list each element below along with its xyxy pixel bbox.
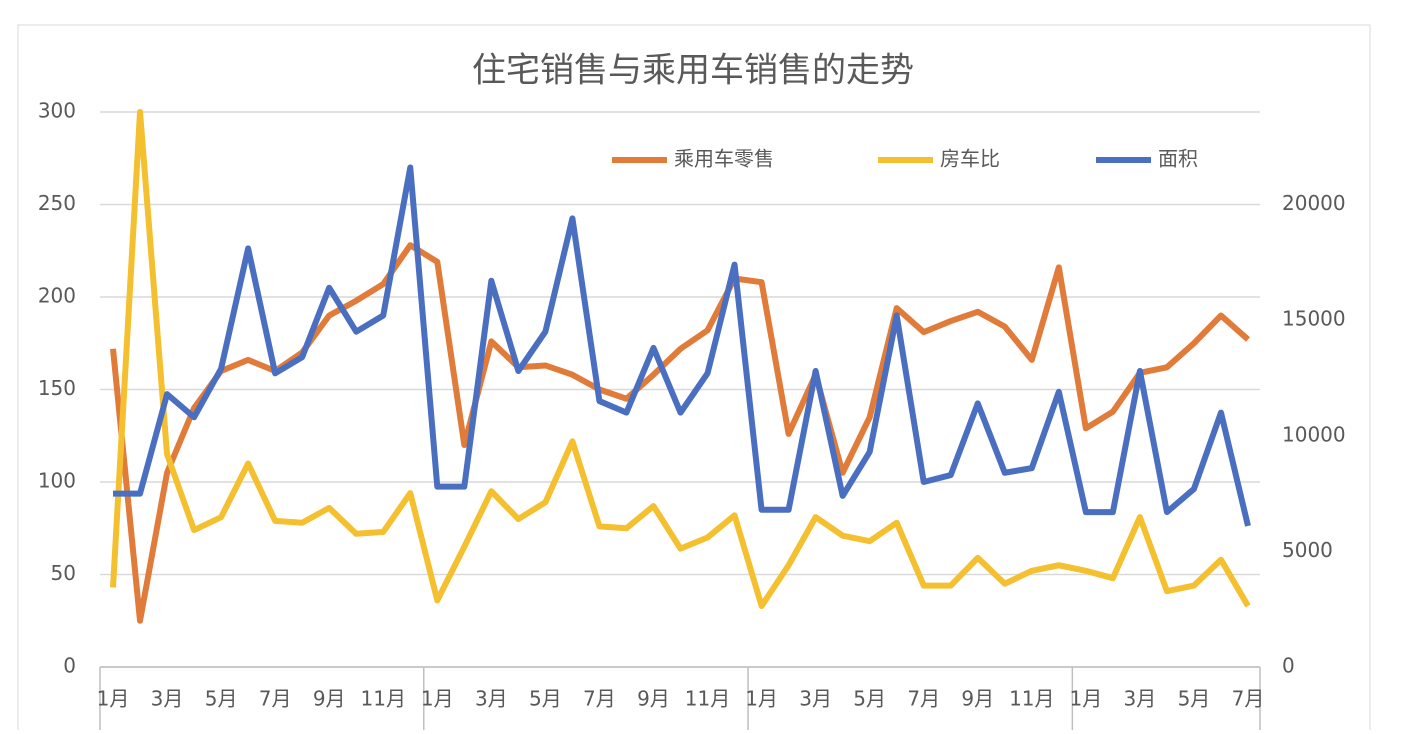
- y2-tick-label: 5000: [1282, 538, 1333, 562]
- x-tick-label: 3月: [151, 687, 184, 711]
- x-tick-label: 7月: [583, 687, 616, 711]
- x-tick-label: 5月: [1178, 687, 1211, 711]
- x-tick-label: 7月: [259, 687, 292, 711]
- chart-frame: [17, 24, 1371, 734]
- x-tick-label: 3月: [799, 687, 832, 711]
- x-tick-label: 1月: [97, 687, 130, 711]
- x-tick-label: 7月: [907, 687, 940, 711]
- y-tick-label: 300: [38, 99, 76, 123]
- series-line: [110, 109, 1251, 609]
- legend-label: 房车比: [940, 147, 1000, 171]
- x-tick-label: 5月: [205, 687, 238, 711]
- x-tick-label: 1月: [745, 687, 778, 711]
- y2-tick-label: 20000: [1282, 191, 1346, 215]
- y-tick-label: 0: [63, 654, 76, 678]
- x-tick-label: 9月: [313, 687, 346, 711]
- x-tick-label: 7月: [1232, 687, 1265, 711]
- x-tick-label: 5月: [853, 687, 886, 711]
- chart-title: 住宅销售与乘用车销售的走势: [472, 51, 914, 91]
- x-tick-label: 3月: [475, 687, 508, 711]
- x-tick-label: 11月: [685, 687, 730, 711]
- x-tick-label: 1月: [421, 687, 454, 711]
- legend-label: 面积: [1158, 147, 1198, 171]
- x-tick-label: 5月: [529, 687, 562, 711]
- y-tick-label: 200: [38, 284, 76, 308]
- y2-tick-label: 0: [1282, 654, 1295, 678]
- y-tick-label: 100: [38, 469, 76, 493]
- x-tick-label: 11月: [1009, 687, 1054, 711]
- x-tick-label: 3月: [1124, 687, 1157, 711]
- y-tick-label: 250: [38, 191, 76, 215]
- y-tick-label: 150: [38, 376, 76, 400]
- x-tick-label: 1月: [1069, 687, 1102, 711]
- x-tick-label: 9月: [961, 687, 994, 711]
- y-tick-label: 50: [51, 561, 76, 585]
- x-tick-label: 9月: [637, 687, 670, 711]
- legend-label: 乘用车零售: [674, 147, 774, 171]
- series-line: [113, 164, 1251, 527]
- x-tick-label: 11月: [361, 687, 406, 711]
- y2-tick-label: 10000: [1282, 422, 1346, 446]
- y2-tick-label: 15000: [1282, 307, 1346, 331]
